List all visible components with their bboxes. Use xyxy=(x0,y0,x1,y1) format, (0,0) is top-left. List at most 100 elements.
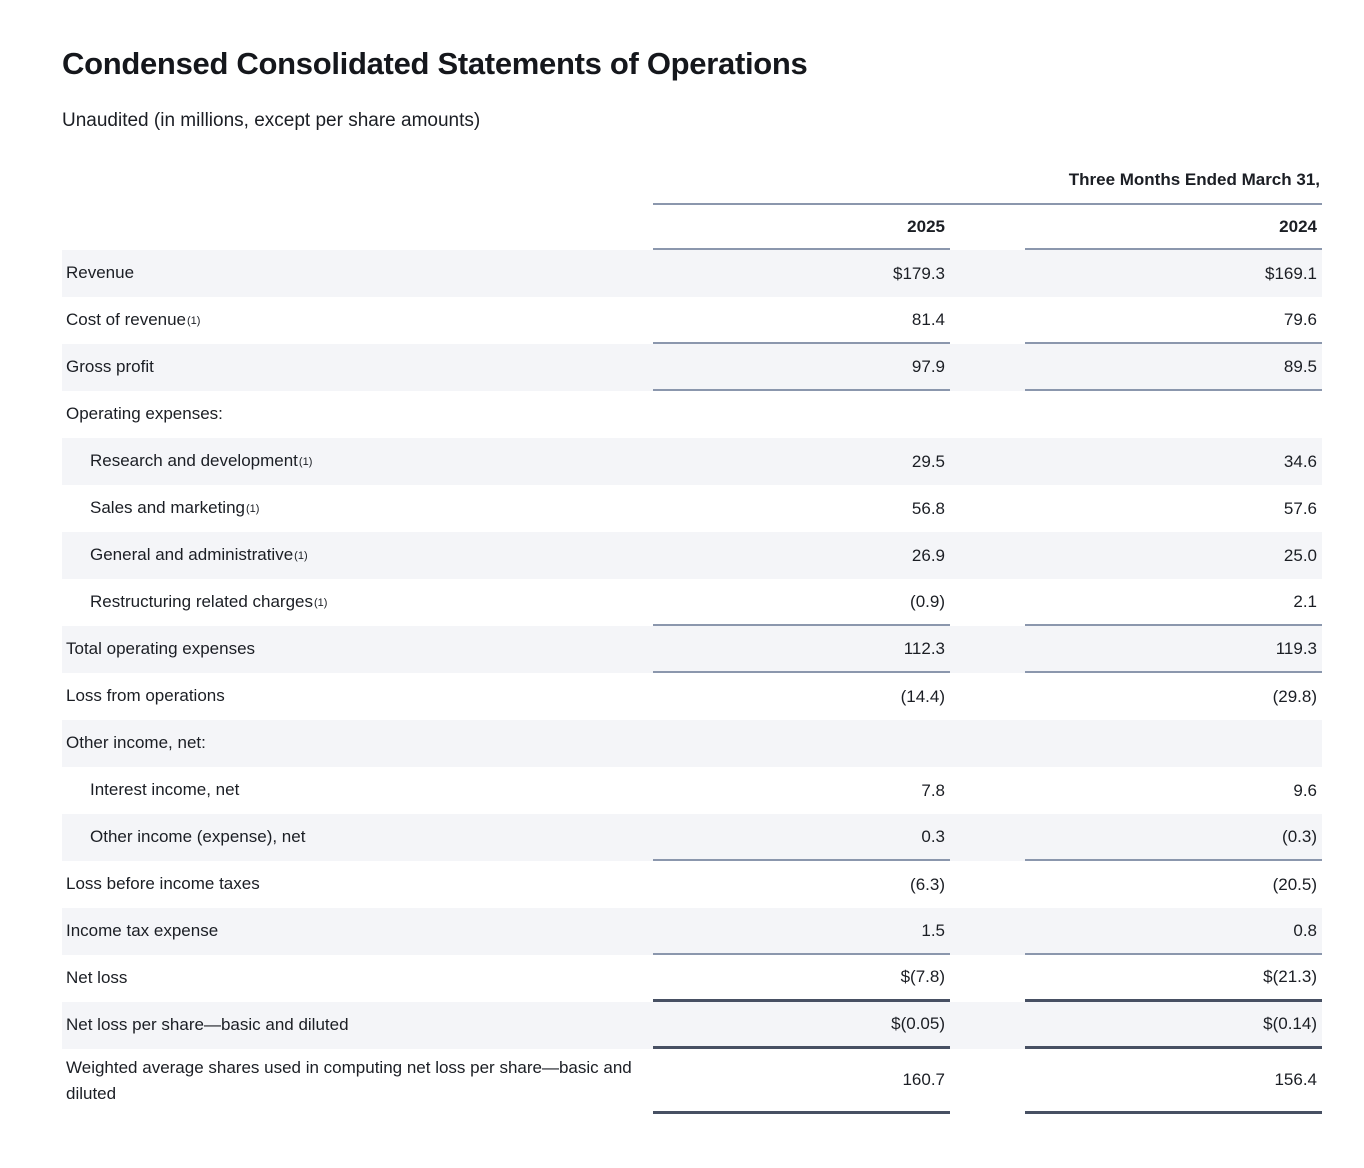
value-2025: $(7.8) xyxy=(653,955,950,1002)
column-gap xyxy=(950,908,1025,955)
row-label-text: Cost of revenue xyxy=(66,310,187,330)
value-2024: 2.1 xyxy=(1025,579,1322,626)
table-row: Income tax expense 1.5 0.8 xyxy=(62,908,1322,955)
value-2025: 7.8 xyxy=(921,780,945,800)
row-label-text: Loss before income taxes xyxy=(66,874,260,894)
column-gap xyxy=(950,485,1025,532)
row-label: Gross profit xyxy=(62,344,653,391)
value-2024: 89.5 xyxy=(1025,344,1322,391)
row-label: Restructuring related charges (1) xyxy=(62,579,653,626)
row-label: Other income (expense), net xyxy=(62,814,653,861)
column-gap xyxy=(950,767,1025,814)
row-label: Sales and marketing (1) xyxy=(62,485,653,532)
table-row: Loss before income taxes (6.3) (20.5) xyxy=(62,861,1322,908)
value-2024 xyxy=(1025,391,1322,438)
year-column-header-2025: 2025 xyxy=(653,205,950,250)
row-label-text: Operating expenses: xyxy=(66,404,223,424)
row-label: Net loss per share—basic and diluted xyxy=(62,1002,653,1049)
table-row: Restructuring related charges (1) (0.9) 2.1 xyxy=(62,579,1322,626)
value-2024: 25.0 xyxy=(1283,545,1317,565)
table-row: Operating expenses: xyxy=(62,391,1322,438)
value-2025: 0.3 xyxy=(653,814,950,861)
value-2025: (6.3) xyxy=(910,874,945,894)
table-row: Cost of revenue (1) 81.4 79.6 xyxy=(62,297,1322,344)
page-subtitle: Unaudited (in millions, except per share… xyxy=(62,110,481,131)
table-row: Sales and marketing (1) 56.8 57.6 xyxy=(62,485,1322,532)
statement-page: Condensed Consolidated Statements of Ope… xyxy=(62,46,1322,1114)
row-label-text: Sales and marketing xyxy=(90,498,245,518)
table-row: Total operating expenses 112.3 119.3 xyxy=(62,626,1322,673)
row-label: Income tax expense xyxy=(62,908,653,955)
value-2024: $(21.3) xyxy=(1025,955,1322,1002)
row-label: Total operating expenses xyxy=(62,626,653,673)
value-2024: (29.8) xyxy=(1272,686,1317,706)
table-row: Net loss per share—basic and diluted $(0.… xyxy=(62,1002,1322,1049)
value-2025 xyxy=(653,391,950,438)
row-label: Loss from operations xyxy=(62,673,653,720)
value-2024: $169.1 xyxy=(1265,263,1317,283)
column-gap xyxy=(950,814,1025,861)
year-column-header-2024: 2024 xyxy=(1025,205,1322,250)
row-label-text: Revenue xyxy=(66,263,135,283)
value-2025: 97.9 xyxy=(653,344,950,391)
row-label: Interest income, net xyxy=(62,767,653,814)
row-label-text: Income tax expense xyxy=(66,921,219,941)
row-label: Research and development (1) xyxy=(62,438,653,485)
row-label-text: Other income (expense), net xyxy=(90,827,306,847)
value-2025: 160.7 xyxy=(653,1049,950,1114)
column-gap xyxy=(950,579,1025,626)
table-row: General and administrative (1) 26.9 25.0 xyxy=(62,532,1322,579)
value-2025: 112.3 xyxy=(653,626,950,673)
row-label: Net loss xyxy=(62,955,653,1002)
table-row: Research and development (1) 29.5 34.6 xyxy=(62,438,1322,485)
year-header-row: 2025 2024 xyxy=(62,205,1322,250)
period-header-row: Three Months Ended March 31, xyxy=(62,170,1322,205)
value-2025: 26.9 xyxy=(911,545,945,565)
column-gap xyxy=(950,861,1025,908)
period-header: Three Months Ended March 31, xyxy=(653,170,1322,205)
value-2024: (20.5) xyxy=(1272,874,1317,894)
table-body: Revenue $179.3 $169.1 Cost of revenue (1) 81.… xyxy=(62,250,1322,1114)
row-label: Operating expenses: xyxy=(62,391,653,438)
column-gap xyxy=(950,720,1025,767)
value-2025: 81.4 xyxy=(653,297,950,344)
row-label-text: Total operating expenses xyxy=(66,639,256,659)
value-2024: 34.6 xyxy=(1283,451,1317,471)
row-label-text: Net loss xyxy=(66,968,128,988)
row-label-text: Net loss per share—basic and diluted xyxy=(66,1015,349,1035)
value-2024 xyxy=(1025,720,1322,767)
value-2025: $179.3 xyxy=(893,263,945,283)
value-2024: 156.4 xyxy=(1025,1049,1322,1114)
column-gap xyxy=(950,297,1025,344)
label-column-spacer xyxy=(62,205,653,250)
value-2025 xyxy=(653,720,950,767)
table-row: Revenue $179.3 $169.1 xyxy=(62,250,1322,297)
row-label: General and administrative (1) xyxy=(62,532,653,579)
row-label-text: Loss from operations xyxy=(66,686,225,706)
table-row: Interest income, net 7.8 9.6 xyxy=(62,767,1322,814)
row-label: Revenue xyxy=(62,250,653,297)
row-label-text: Restructuring related charges xyxy=(90,592,314,612)
column-gap xyxy=(950,438,1025,485)
table-row: Loss from operations (14.4) (29.8) xyxy=(62,673,1322,720)
value-2025: (0.9) xyxy=(653,579,950,626)
value-2025: 56.8 xyxy=(911,498,945,518)
column-gap xyxy=(950,1049,1025,1114)
label-column-spacer xyxy=(62,170,653,205)
row-label: Cost of revenue (1) xyxy=(62,297,653,344)
column-gap xyxy=(950,673,1025,720)
table-row: Other income (expense), net 0.3 (0.3) xyxy=(62,814,1322,861)
value-2024: (0.3) xyxy=(1025,814,1322,861)
value-2024: $(0.14) xyxy=(1025,1002,1322,1049)
value-2024: 0.8 xyxy=(1025,908,1322,955)
column-gap xyxy=(950,205,1025,250)
row-label: Loss before income taxes xyxy=(62,861,653,908)
column-gap xyxy=(950,344,1025,391)
row-label-text: Other income, net: xyxy=(66,733,206,753)
table-row: Weighted average shares used in computin… xyxy=(62,1049,1322,1114)
row-label: Other income, net: xyxy=(62,720,653,767)
row-label-text: Gross profit xyxy=(66,357,154,377)
row-label: Weighted average shares used in computin… xyxy=(62,1049,653,1114)
column-gap xyxy=(950,1002,1025,1049)
operations-table: Three Months Ended March 31, 2025 2024 R… xyxy=(62,170,1322,1114)
